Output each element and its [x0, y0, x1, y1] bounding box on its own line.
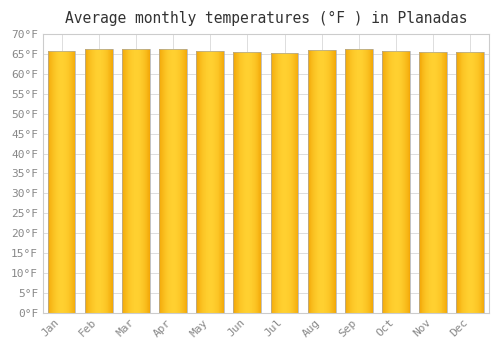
Bar — [456, 52, 484, 313]
Bar — [196, 51, 224, 313]
Title: Average monthly temperatures (°F ) in Planadas: Average monthly temperatures (°F ) in Pl… — [64, 11, 467, 26]
Bar — [345, 49, 373, 313]
Bar — [234, 52, 262, 313]
Bar — [308, 50, 336, 313]
Bar — [159, 49, 187, 313]
Bar — [48, 51, 76, 313]
Bar — [419, 52, 447, 313]
Bar — [382, 51, 410, 313]
Bar — [270, 53, 298, 313]
Bar — [122, 49, 150, 313]
Bar — [85, 49, 112, 313]
